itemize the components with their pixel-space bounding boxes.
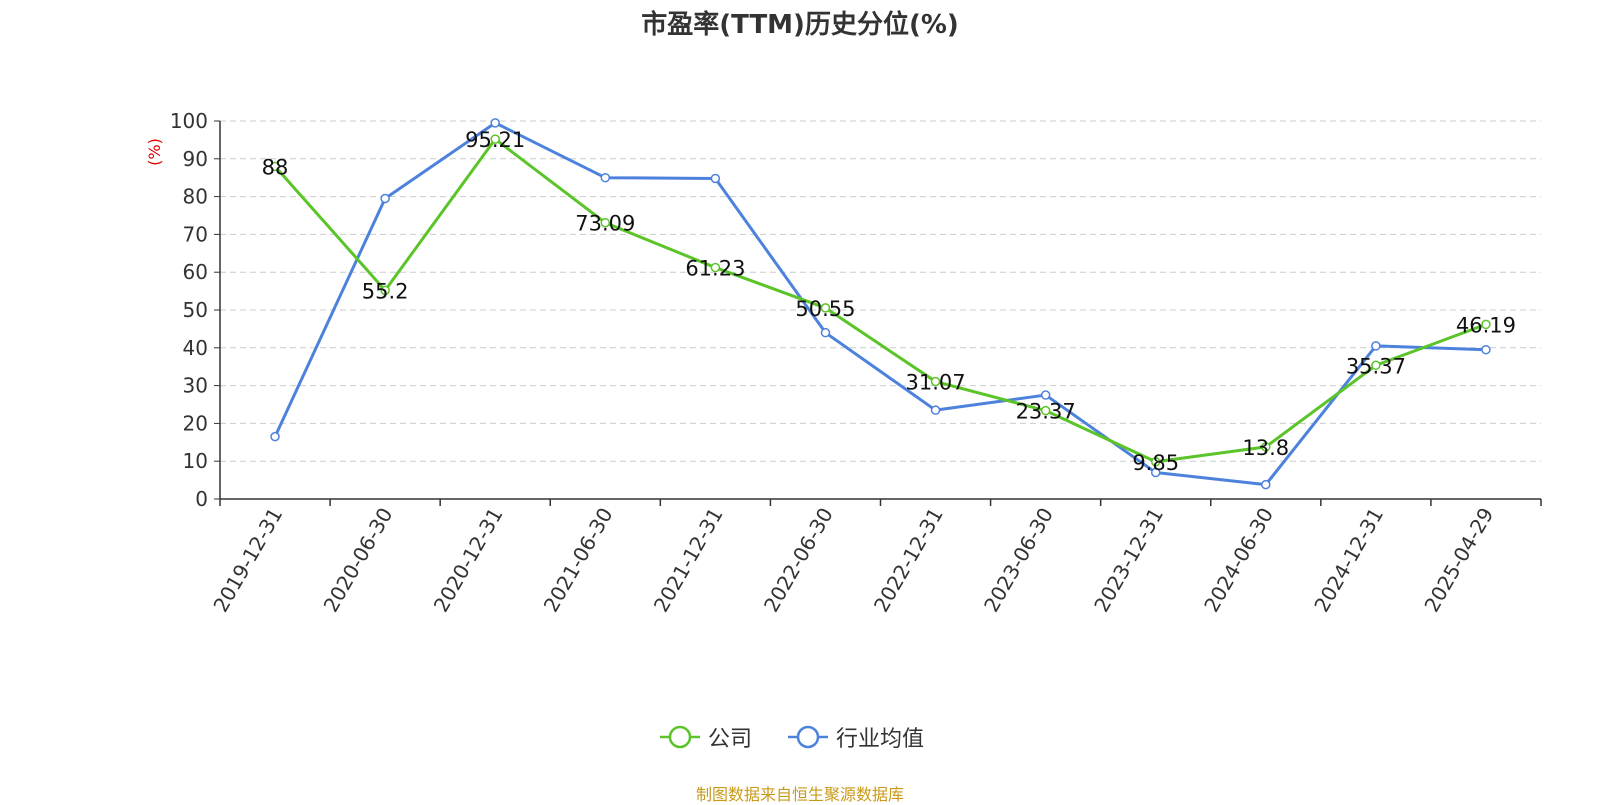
y-tick-label: 10: [183, 449, 208, 473]
data-point: [380, 285, 390, 296]
legend-label-industry-average: 行业均值: [836, 727, 925, 752]
data-label: 35.37: [1346, 354, 1406, 378]
data-label: 61.23: [685, 257, 745, 281]
y-tick-label: 40: [183, 336, 208, 360]
legend-company-line-circle-icon: [660, 725, 700, 749]
legend-label-company: 公司: [708, 727, 753, 752]
legend-item-company[interactable]: 公司: [660, 722, 752, 752]
source-note: 制图数据来自恒生聚源数据库: [695, 785, 904, 804]
x-tick-label: 2025-04-29: [1419, 504, 1498, 617]
data-point: [490, 134, 500, 144]
x-tick-label: 2023-06-30: [979, 504, 1058, 617]
data-label: 50.55: [795, 297, 855, 321]
y-tick-label: 90: [183, 147, 208, 171]
data-point: [380, 193, 390, 204]
data-point: [710, 262, 721, 273]
series: 88 55.2 95.21 73.09 61.23 50.55 31.07 23.37 9.85…: [262, 118, 1516, 490]
data-point: [600, 217, 611, 228]
x-tick-label: 2024-12-31: [1309, 504, 1388, 617]
data-point: [270, 431, 280, 442]
data-label: 88: [262, 155, 289, 179]
data-label: 23.37: [1016, 400, 1076, 424]
data-point: [930, 405, 941, 415]
series-line: [273, 121, 1487, 487]
data-point: [1040, 390, 1051, 400]
data-label: 9.85: [1132, 451, 1179, 475]
y-tick-label: 100: [170, 109, 208, 133]
y-tick-label: 0: [195, 487, 208, 511]
grid-lines: [220, 120, 1541, 462]
data-point: [820, 327, 831, 338]
series-0: [270, 134, 1491, 467]
series-line: [273, 137, 1487, 464]
data-point: [490, 118, 500, 128]
x-tick-label: 2022-12-31: [869, 504, 948, 617]
x-tick-label: 2020-12-31: [429, 504, 508, 617]
x-tick-label: 2019-12-31: [208, 504, 287, 617]
data-label: 13.8: [1242, 436, 1289, 460]
data-point: [1371, 341, 1381, 351]
x-tick-label: 2021-12-31: [649, 504, 728, 617]
data-point: [1261, 442, 1271, 452]
data-point: [1040, 405, 1051, 416]
x-tick-label: 2021-06-30: [539, 504, 618, 617]
y-tick-label: 50: [183, 298, 208, 322]
x-tick-label: 2020-06-30: [319, 504, 398, 617]
data-labels: 88 55.2 95.21 73.09 61.23 50.55 31.07 23.37 9.85…: [262, 128, 1516, 475]
x-tick-label: 2023-12-31: [1089, 504, 1168, 617]
data-point: [1371, 360, 1381, 371]
data-point: [1481, 344, 1491, 355]
y-tick-label: 80: [183, 185, 208, 209]
data-label: 73.09: [575, 212, 635, 236]
data-point: [270, 161, 280, 172]
y-tick-label: 70: [183, 222, 208, 246]
data-point: [930, 376, 941, 387]
series-1: [270, 118, 1491, 490]
y-axis-title: (%): [145, 138, 164, 166]
legend-industry-line-circle-icon: [788, 725, 828, 749]
data-point: [820, 303, 831, 313]
y-tick-label: 20: [183, 411, 208, 435]
chart-title: 市盈率(TTM)历史分位(%): [641, 10, 959, 40]
data-label: 95.21: [465, 128, 525, 152]
data-label: 55.2: [362, 279, 409, 303]
data-label: 46.19: [1456, 313, 1516, 337]
y-tick-label: 60: [183, 260, 208, 284]
y-tick-label: 30: [183, 374, 208, 398]
data-point: [1150, 467, 1161, 478]
axes: 0 10 20 30 40 50 60 70 80 90 100 2019-12-31 2020-06-…: [170, 109, 1542, 617]
data-point: [1261, 479, 1271, 490]
x-tick-label: 2024-06-30: [1199, 504, 1278, 617]
data-point: [600, 172, 611, 183]
data-point: [710, 173, 721, 184]
x-tick-label: 2022-06-30: [759, 504, 838, 617]
legend-item-industry-average[interactable]: 行业均值: [788, 722, 924, 752]
data-point: [1150, 457, 1161, 467]
data-point: [1481, 319, 1491, 330]
data-label: 31.07: [905, 371, 965, 395]
